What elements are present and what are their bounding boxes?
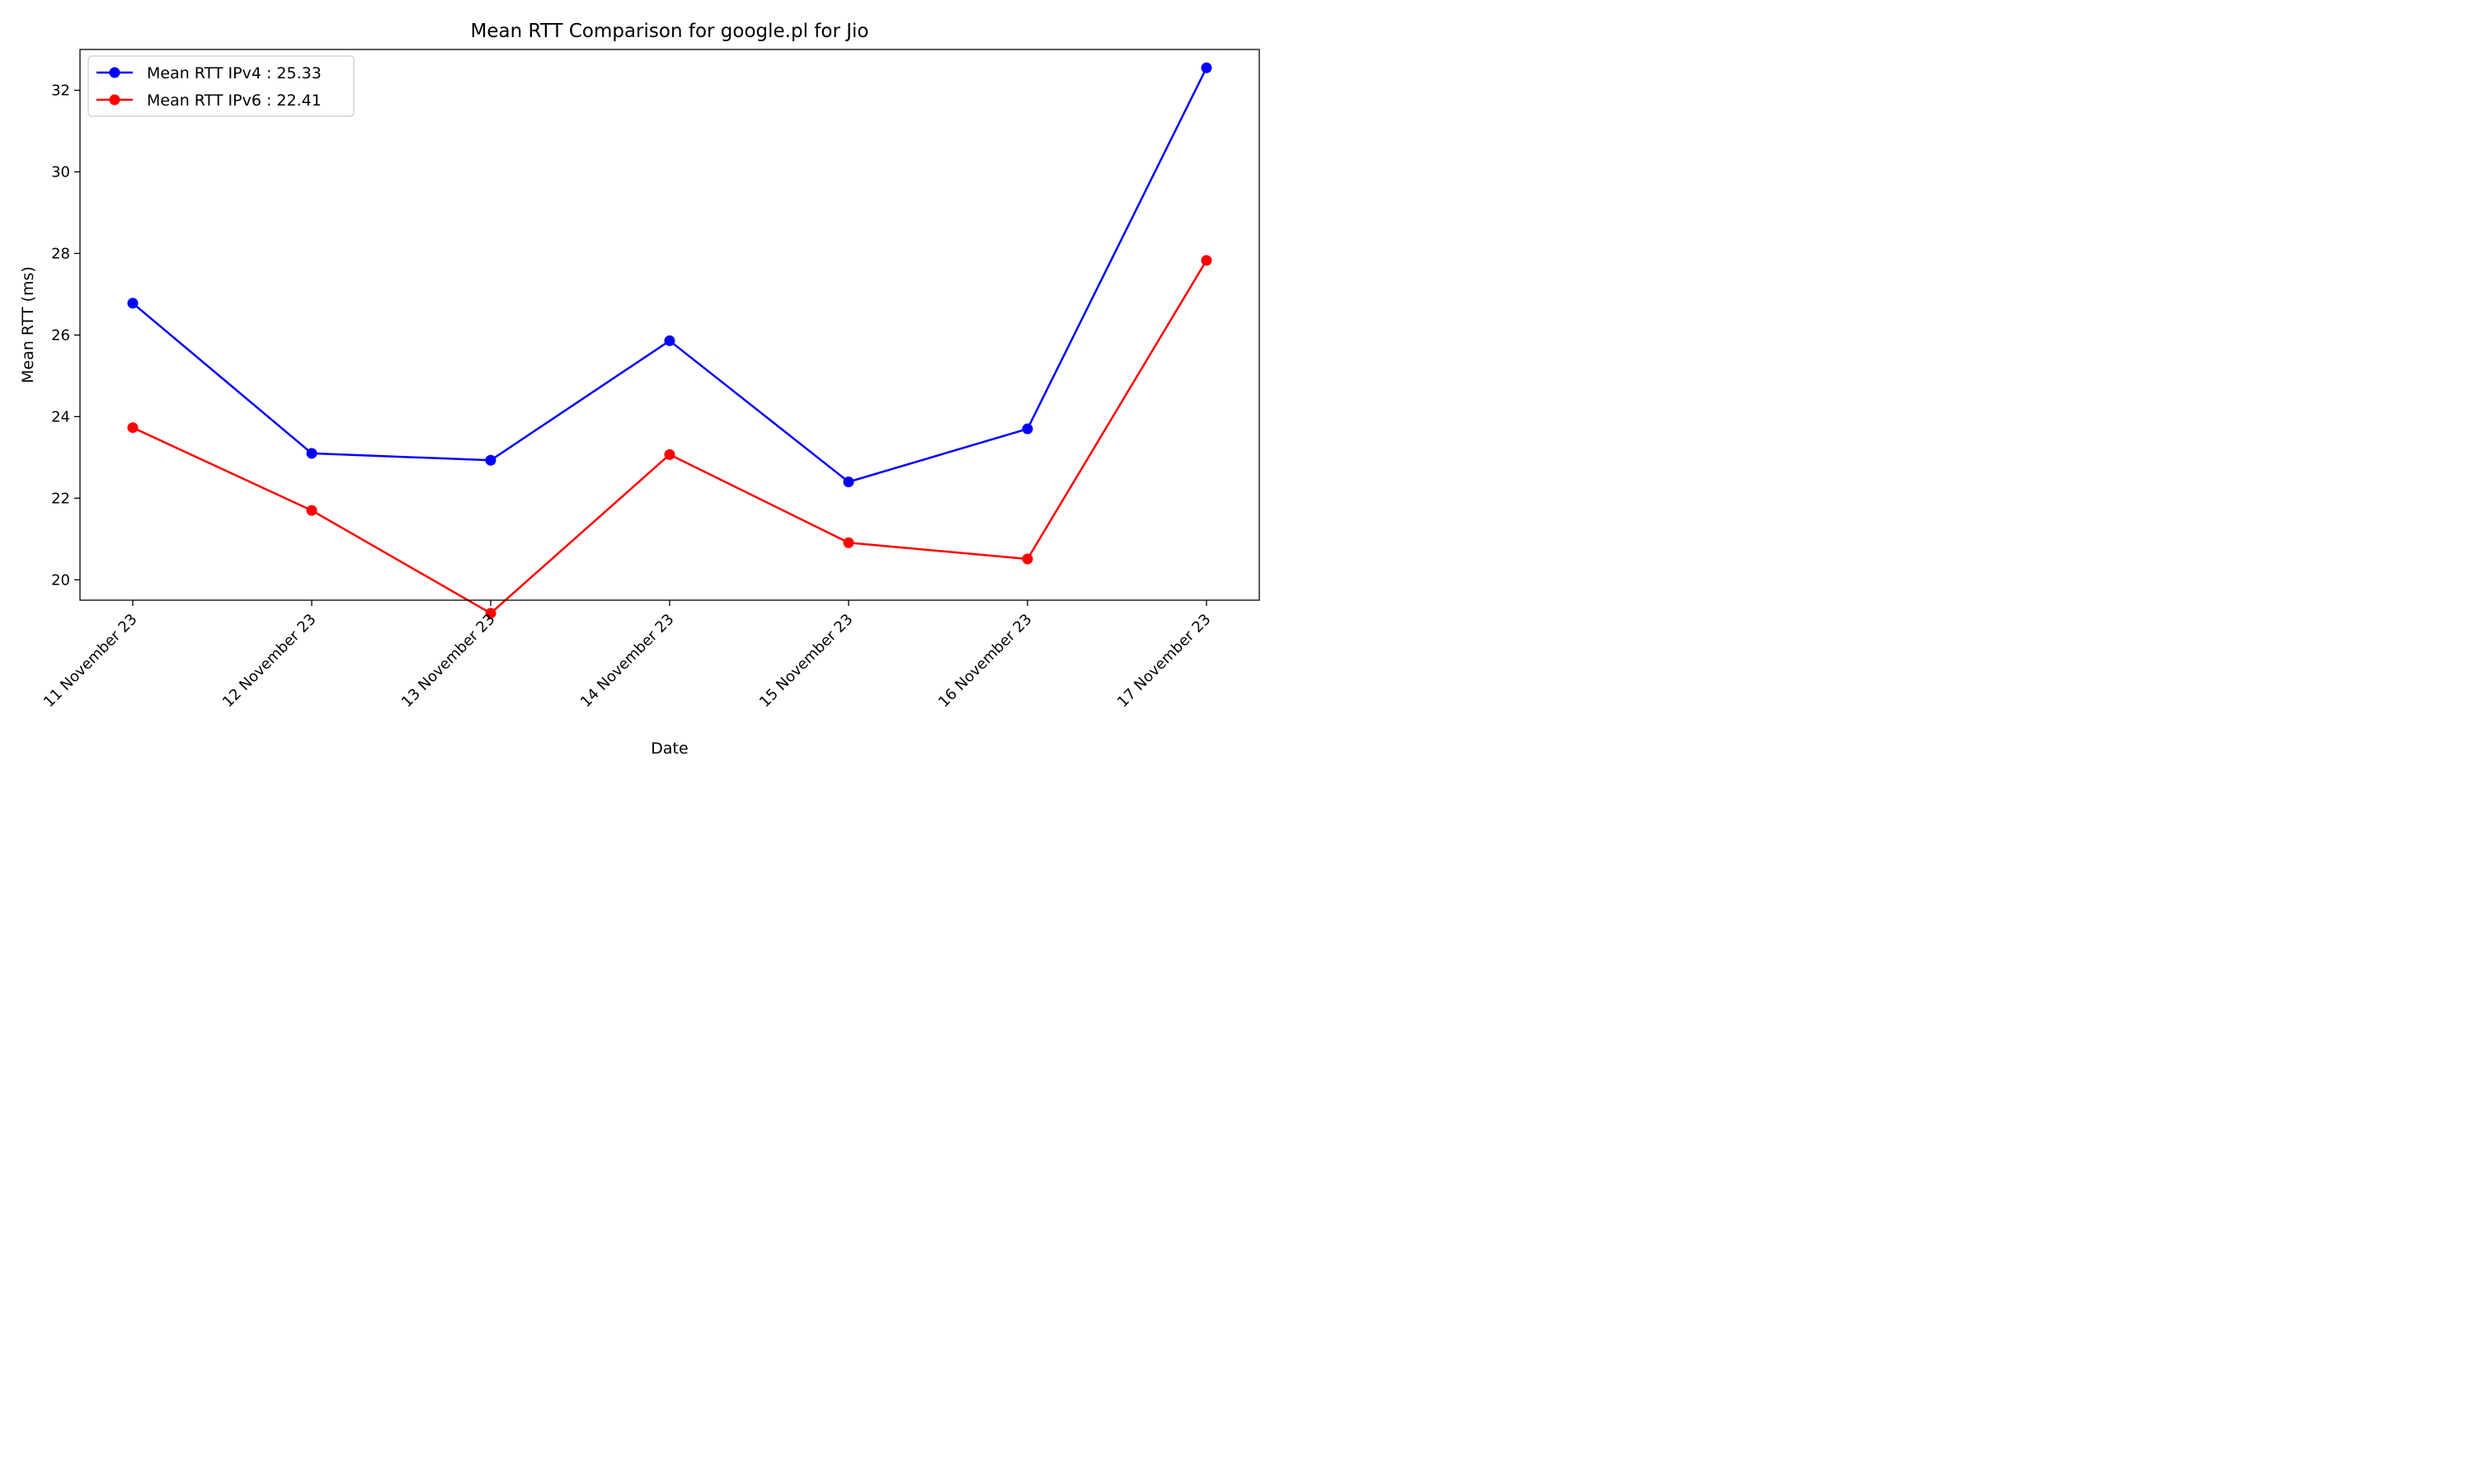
y-tick-label: 24 [51,408,70,425]
legend-label: Mean RTT IPv4 : 25.33 [147,64,322,82]
y-tick-label: 30 [51,163,70,181]
y-axis-label: Mean RTT (ms) [19,266,37,383]
legend-box [87,55,355,117]
data-point [1201,255,1212,266]
data-point [1022,423,1033,434]
y-tick-label: 20 [51,571,70,589]
data-point [306,448,317,459]
y-tick-label: 22 [51,490,70,507]
data-point [1022,553,1033,565]
data-point [843,537,854,548]
y-tick-label: 28 [51,245,70,262]
legend-marker [109,94,120,106]
chart-title: Mean RTT Comparison for google.pl for Ji… [471,21,869,42]
legend-label: Mean RTT IPv6 : 22.41 [147,92,322,110]
data-point [664,448,675,460]
data-point [485,454,496,466]
legend: Mean RTT IPv4 : 25.33 Mean RTT IPv6 : 22.… [87,55,355,117]
y-tick-label: 32 [51,82,70,99]
plot-markers [127,62,1212,619]
data-point [127,298,139,309]
data-point [485,608,496,619]
data-point [1201,62,1212,73]
x-axis-label: Date [651,740,688,758]
y-tick-label: 26 [51,326,70,344]
data-point [664,335,675,346]
legend-marker [109,67,120,78]
data-point [127,422,139,434]
line-chart: Mean RTT Comparison for google.pl for Ji… [0,0,1273,763]
figure-background [0,0,1273,763]
data-point [306,505,317,516]
y-axis-ticks: 20 22 24 26 28 30 32 [51,82,80,589]
data-point [843,477,854,488]
